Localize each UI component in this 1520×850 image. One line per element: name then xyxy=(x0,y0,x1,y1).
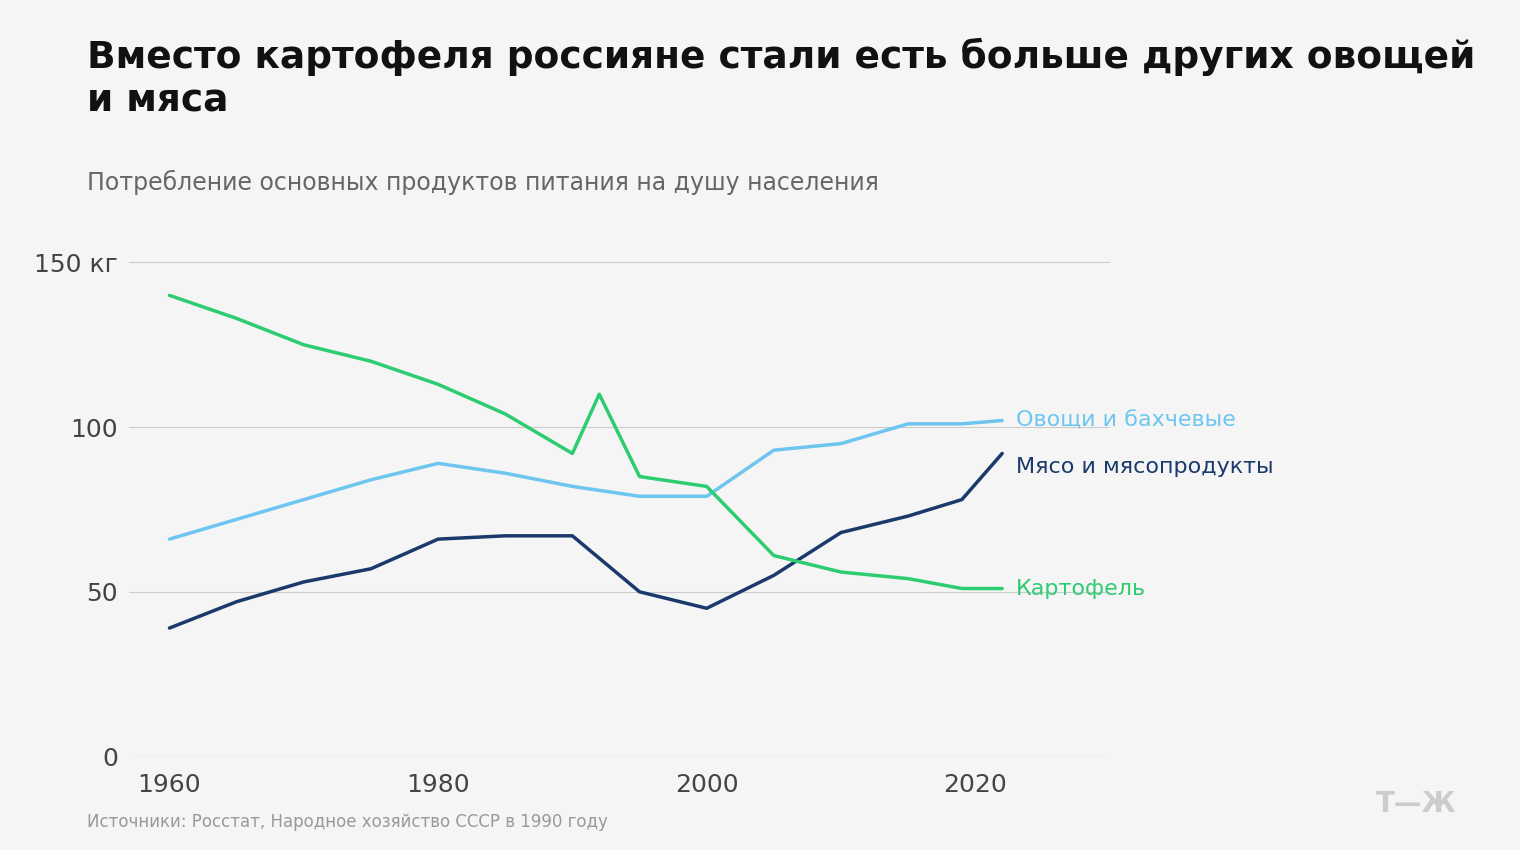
Text: Мясо и мясопродукты: Мясо и мясопродукты xyxy=(1015,456,1274,477)
Text: Т—Ж: Т—Ж xyxy=(1376,790,1456,818)
Text: Овощи и бахчевые: Овощи и бахчевые xyxy=(1015,411,1236,431)
Text: Потребление основных продуктов питания на душу населения: Потребление основных продуктов питания н… xyxy=(87,170,879,196)
Text: Картофель: Картофель xyxy=(1015,579,1146,598)
Text: Источники: Росстат, Народное хозяйство СССР в 1990 году: Источники: Росстат, Народное хозяйство С… xyxy=(87,813,608,831)
Text: Вместо картофеля россияне стали есть больше других овощей
и мяса: Вместо картофеля россияне стали есть бол… xyxy=(87,38,1474,120)
